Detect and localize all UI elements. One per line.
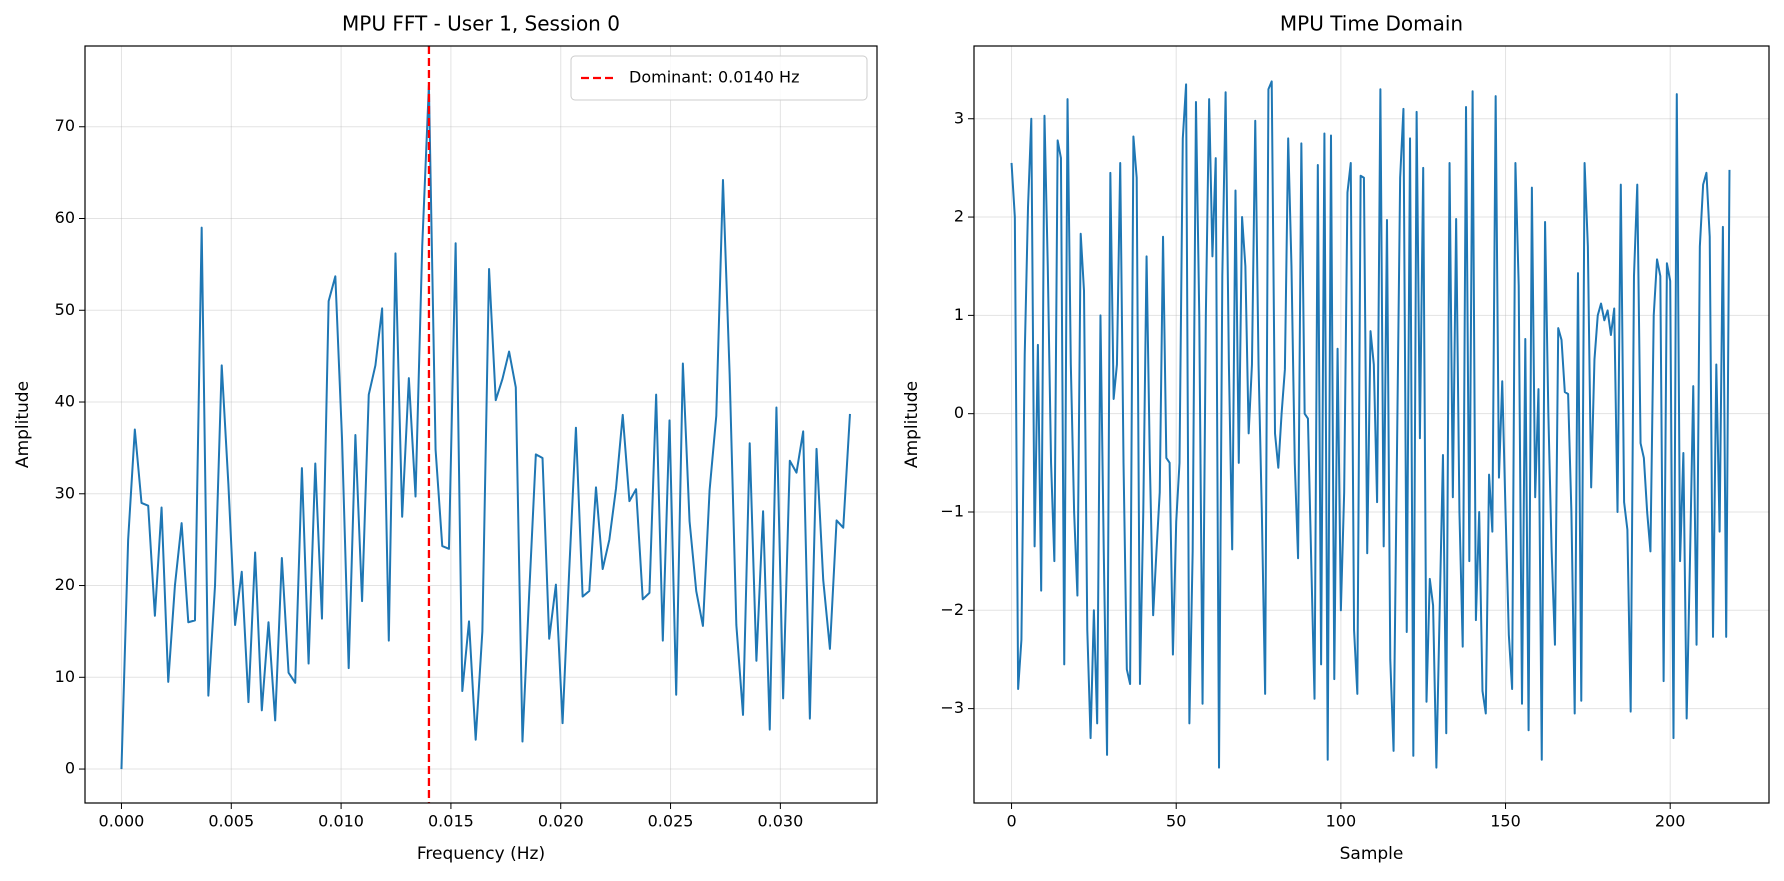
y-tick-label: 50 [55, 300, 75, 319]
y-tick-label: 70 [55, 116, 75, 135]
y-tick-label: 30 [55, 483, 75, 502]
y-tick-label: 60 [55, 208, 75, 227]
y-tick-label: 10 [55, 667, 75, 686]
y-tick-label: 2 [954, 207, 964, 226]
x-tick-label: 100 [1326, 812, 1357, 831]
legend: Dominant: 0.0140 Hz [570, 55, 868, 101]
legend-box [570, 55, 868, 101]
data-line [1010, 80, 1731, 769]
y-tick-label: 40 [55, 392, 75, 411]
x-tick-label: 50 [1166, 812, 1186, 831]
axes-frame [973, 45, 1770, 804]
panel: 0.000 0.005 0.010 0.015 0.020 0.025 0.030 0 10 20… [13, 12, 878, 864]
y-tick-label: 3 [954, 108, 964, 127]
y-tick-label: −1 [940, 501, 964, 520]
y-axis-label: Amplitude [13, 381, 33, 468]
x-tick-label: 0.025 [648, 812, 694, 831]
y-tick-label: 0 [954, 403, 964, 422]
x-tick-label: 0.010 [318, 812, 364, 831]
y-tick-label: −3 [940, 698, 964, 717]
x-tick-label: 0.005 [208, 812, 254, 831]
y-tick-label: 1 [954, 305, 964, 324]
y-tick-label: 0 [65, 759, 75, 778]
y-axis-label: Amplitude [902, 381, 922, 468]
y-tick-label: −2 [940, 600, 964, 619]
panel: 0 50 100 150 200 −3 −2 −1 0 1 2 3 MPU Time Domain Sam… [902, 12, 1770, 864]
x-tick-label: 0.015 [428, 812, 474, 831]
chart-title: MPU Time Domain [1280, 12, 1463, 36]
x-tick-label: 0.020 [538, 812, 584, 831]
x-tick-label: 150 [1490, 812, 1521, 831]
axes-frame [84, 45, 878, 804]
data-line [120, 84, 851, 770]
x-tick-label: 200 [1655, 812, 1686, 831]
x-tick-label: 0.030 [757, 812, 803, 831]
x-tick-label: 0 [1006, 812, 1016, 831]
legend-label: Dominant: 0.0140 Hz [629, 68, 799, 87]
x-axis-label: Frequency (Hz) [417, 844, 545, 864]
x-tick-label: 0.000 [99, 812, 145, 831]
chart-title: MPU FFT - User 1, Session 0 [342, 12, 620, 36]
x-axis-label: Sample [1340, 844, 1404, 864]
y-tick-label: 20 [55, 575, 75, 594]
